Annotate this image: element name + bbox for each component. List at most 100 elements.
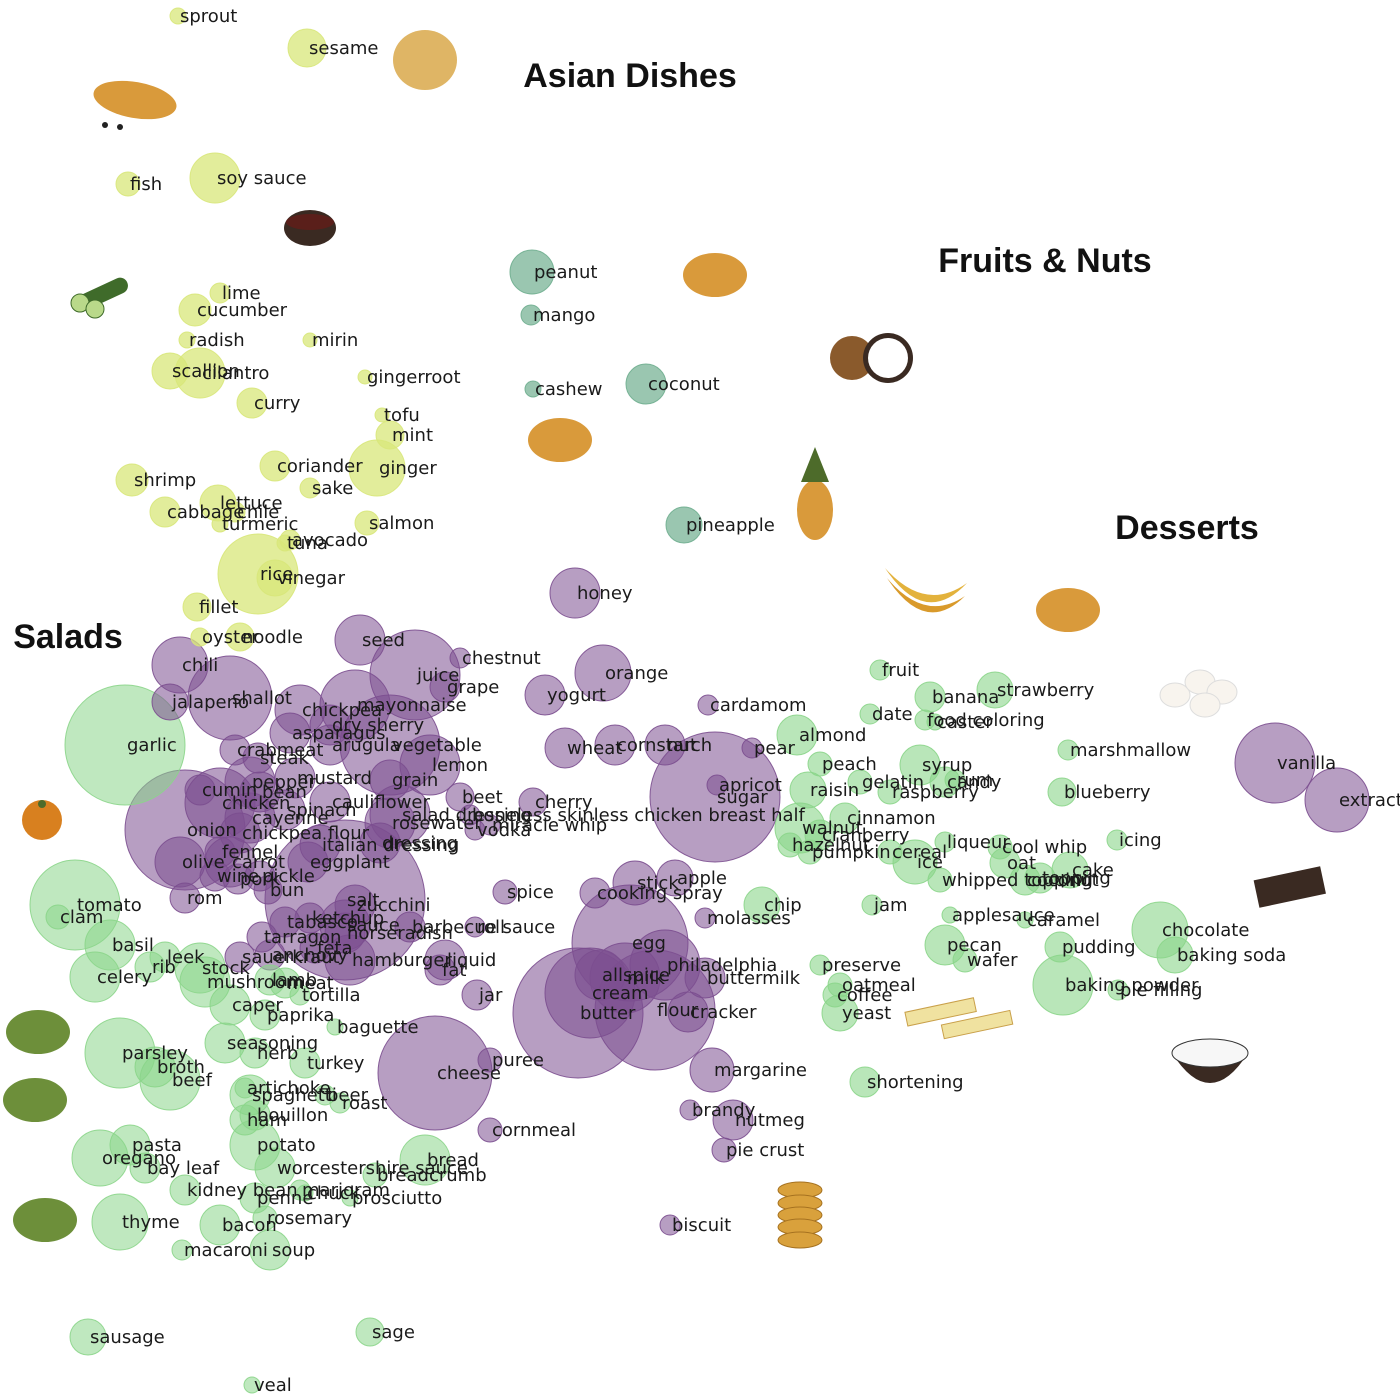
label-jalapeno: jalapeno (171, 692, 249, 713)
label-chili: chili (182, 655, 218, 676)
bubble-raspberry (877, 779, 903, 805)
bubble-tabasco (269, 906, 301, 938)
label-rosewater: rosewater (392, 813, 482, 834)
label-cornmeal: cornmeal (492, 1120, 576, 1141)
label-shortening: shortening (867, 1072, 964, 1093)
bubble-lime (209, 282, 231, 304)
bubble-celery (69, 951, 121, 1003)
label-ham: ham (247, 1110, 287, 1131)
bubble-radish (178, 331, 196, 349)
label-soup: soup (272, 1240, 315, 1261)
bubble-tortilla (289, 984, 311, 1006)
label-mirin: mirin (312, 330, 358, 351)
bubble-fish (115, 171, 141, 197)
biscuits-icon (777, 1181, 823, 1249)
label-peach: peach (822, 754, 877, 775)
bubble-bun (253, 875, 283, 905)
label-cayenne: cayenne (252, 808, 329, 829)
label-walnut: walnut (802, 818, 863, 839)
bubble-kidney-bean (169, 1174, 201, 1206)
label-cucumber: cucumber (197, 300, 288, 321)
bubble-date (859, 703, 881, 725)
label-lettuce: lettuce (220, 493, 283, 514)
label-arugula: arugula (332, 735, 401, 756)
label-turkey: turkey (307, 1053, 365, 1074)
label-marshmallow: marshmallow (1070, 740, 1191, 761)
label-vegetable: vegetable (392, 735, 482, 756)
bubble-gelatin (847, 769, 873, 795)
label-salad-dressing: salad dressing (402, 805, 532, 826)
label-pork: pork (240, 869, 281, 890)
bubble-raisin (789, 771, 827, 809)
soy-sauce-bowl-icon (284, 210, 336, 246)
cluster-title-asian-dishes: Asian Dishes (523, 57, 737, 95)
label-baking-soda: baking soda (1177, 945, 1286, 966)
bubble-baguette (326, 1018, 344, 1036)
label-apple: apple (677, 868, 727, 889)
label-almond: almond (799, 725, 866, 746)
label-olive: olive (182, 852, 225, 873)
label-pie-crust: pie crust (726, 1140, 804, 1161)
label-lime: lime (222, 283, 261, 304)
label-cauliflower: cauliflower (332, 792, 430, 813)
bubble-allspice (574, 949, 626, 1001)
label-steak: steak (260, 748, 310, 769)
label-blueberry: blueberry (1064, 782, 1151, 803)
label-cardamom: cardamom (710, 695, 807, 716)
label-chip: chip (764, 895, 802, 916)
bubble-pear (741, 737, 763, 759)
bubble-mint (375, 420, 405, 450)
cucumber-icon (70, 277, 128, 319)
bubble-syrup (899, 744, 941, 786)
label-feta: feta (317, 938, 353, 959)
bubble-almond (776, 714, 818, 756)
label-onion: onion (187, 820, 237, 841)
label-broth: broth (157, 1057, 205, 1078)
bubble-pumpkin (797, 839, 823, 865)
bubble-sprout (169, 7, 187, 25)
label-miracle-whip: miracle whip (492, 815, 607, 836)
label-fruit: fruit (882, 660, 919, 681)
label-egg: egg (632, 933, 666, 954)
bubble-nutmeg (712, 1099, 754, 1141)
bubble-shrimp (115, 463, 149, 497)
label-avocado: avocado (292, 530, 368, 551)
label-artichoke: artichoke (247, 1078, 331, 1099)
label-carrot: carrot (232, 852, 285, 873)
bubble-wheat (544, 727, 586, 769)
marshmallow-icon (1159, 669, 1238, 718)
bubble-oyster (190, 627, 210, 647)
label-chuck: chuck (307, 1183, 361, 1204)
label-sauce: sauce (347, 915, 400, 936)
label-chickpea-flour: chickpea flour (242, 823, 370, 844)
label-coffee: coffee (837, 985, 892, 1006)
label-cumin: cumin (202, 780, 257, 801)
sesame-seeds-icon (393, 30, 457, 90)
label-milk: milk (627, 968, 666, 989)
bubble-vinegar (256, 559, 294, 597)
bubble-chile (224, 501, 246, 523)
label-horseradish: horseradish (347, 923, 453, 944)
label-oat: oat (1007, 853, 1036, 874)
pineapple-icon (797, 447, 833, 540)
label-syrup: syrup (922, 755, 972, 776)
bubble-brandy (679, 1099, 701, 1121)
label-pineapple: pineapple (686, 515, 775, 536)
bubble-yogurt (524, 674, 566, 716)
bubble-cinnamon (829, 802, 861, 834)
bubble-coffee (822, 982, 848, 1008)
bubble-wafer (952, 947, 978, 973)
label-ginger: ginger (379, 458, 437, 479)
bubble-rib (134, 951, 166, 983)
label-sage: sage (372, 1322, 415, 1343)
bubble-ham (229, 1104, 261, 1136)
bubble-cashew (524, 380, 542, 398)
bubble-rom (169, 882, 201, 914)
bubble-asparagus (269, 712, 311, 754)
bubble-chestnut (449, 647, 471, 669)
bubble-apple (656, 859, 694, 897)
bubble-fillet (182, 592, 212, 622)
bubble-herb (239, 1037, 271, 1069)
label-liqueur: liqueur (947, 832, 1010, 853)
label-juice: juice (416, 665, 459, 686)
